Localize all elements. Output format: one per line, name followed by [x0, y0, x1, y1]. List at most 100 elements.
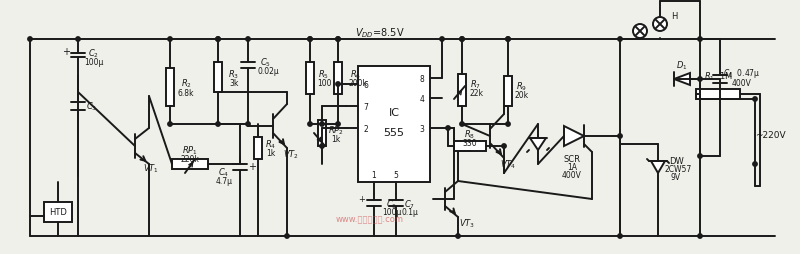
Text: $R_3$: $R_3$	[229, 69, 239, 81]
Text: 1A: 1A	[567, 162, 577, 171]
Circle shape	[698, 38, 702, 42]
Text: $C_7$: $C_7$	[405, 198, 415, 210]
Text: 7: 7	[363, 102, 369, 111]
Bar	[334, 63, 342, 95]
Text: 20k: 20k	[515, 91, 529, 100]
Text: $R_9$: $R_9$	[517, 81, 527, 93]
Text: SCR: SCR	[563, 154, 581, 163]
Bar	[214, 63, 222, 93]
Text: $C_3$: $C_3$	[86, 100, 98, 113]
Text: 555: 555	[383, 128, 405, 137]
Circle shape	[336, 38, 340, 42]
Circle shape	[753, 162, 758, 167]
Text: $VT_3$: $VT_3$	[459, 217, 475, 229]
Text: 400V: 400V	[562, 170, 582, 179]
Text: $C_4$: $C_4$	[218, 166, 230, 179]
Circle shape	[308, 38, 312, 42]
Text: $C_6$: $C_6$	[386, 198, 398, 210]
Polygon shape	[564, 126, 584, 146]
Text: 2CW57: 2CW57	[664, 165, 692, 174]
Circle shape	[246, 38, 250, 42]
Circle shape	[502, 144, 506, 149]
Text: $C_5$: $C_5$	[261, 57, 271, 69]
Text: $R_4$: $R_4$	[266, 138, 277, 151]
Text: 1: 1	[372, 170, 376, 179]
Circle shape	[320, 144, 324, 149]
Text: $VT_4$: $VT_4$	[500, 158, 516, 171]
Text: HTD: HTD	[49, 208, 67, 217]
Circle shape	[698, 234, 702, 238]
Text: $R_2$: $R_2$	[181, 77, 191, 90]
Text: $R_7$: $R_7$	[470, 78, 482, 91]
Polygon shape	[674, 74, 690, 86]
Text: 6: 6	[363, 80, 369, 89]
Text: 100μ: 100μ	[382, 208, 402, 217]
Text: +: +	[358, 195, 366, 204]
Text: www.商务印书馆.com: www.商务印书馆.com	[336, 215, 404, 224]
Circle shape	[653, 18, 667, 32]
Circle shape	[320, 122, 324, 127]
Circle shape	[633, 25, 647, 39]
Text: 8: 8	[420, 74, 424, 83]
Circle shape	[460, 38, 464, 42]
Bar	[696, 90, 740, 100]
Text: 200k: 200k	[349, 79, 367, 88]
Circle shape	[506, 122, 510, 127]
Bar	[44, 202, 72, 222]
Bar	[458, 75, 466, 107]
Text: $VT_1$: $VT_1$	[143, 162, 159, 174]
Polygon shape	[530, 138, 546, 150]
Circle shape	[216, 38, 220, 42]
Text: +: +	[62, 47, 70, 57]
Text: 1k: 1k	[331, 135, 341, 144]
Text: H: H	[671, 11, 677, 20]
Circle shape	[618, 134, 622, 139]
Text: 4.7μ: 4.7μ	[215, 176, 233, 185]
Text: 100: 100	[317, 79, 331, 88]
Text: $R_8$: $R_8$	[465, 128, 475, 141]
Text: 0.02μ: 0.02μ	[257, 67, 279, 76]
Circle shape	[618, 234, 622, 238]
Text: 330: 330	[462, 138, 478, 147]
Circle shape	[246, 122, 250, 127]
Text: $V_{DD}$=8.5V: $V_{DD}$=8.5V	[355, 26, 405, 40]
Text: $VT_2$: $VT_2$	[283, 148, 299, 161]
Text: 3k: 3k	[230, 78, 238, 87]
Text: $C_2$: $C_2$	[89, 47, 99, 60]
Bar	[358, 67, 430, 182]
Circle shape	[460, 122, 464, 127]
Text: DW: DW	[669, 157, 683, 166]
Circle shape	[446, 126, 450, 131]
Circle shape	[336, 38, 340, 42]
Circle shape	[285, 234, 290, 238]
Circle shape	[753, 98, 758, 102]
Circle shape	[168, 38, 172, 42]
Circle shape	[698, 77, 702, 82]
Circle shape	[168, 122, 172, 127]
Circle shape	[308, 122, 312, 127]
Circle shape	[216, 122, 220, 127]
Bar	[318, 121, 326, 146]
Text: 6.8k: 6.8k	[178, 88, 194, 97]
Bar	[172, 159, 208, 169]
Text: $RP_1$: $RP_1$	[182, 144, 198, 157]
Text: 5: 5	[394, 170, 398, 179]
Circle shape	[698, 154, 702, 158]
Text: 22k: 22k	[469, 89, 483, 98]
Bar	[454, 141, 486, 151]
Text: $R_5$: $R_5$	[318, 69, 330, 81]
Text: 0.1μ: 0.1μ	[402, 208, 418, 217]
Text: $R_1$  1M: $R_1$ 1M	[703, 70, 733, 83]
Circle shape	[506, 38, 510, 42]
Text: ~220V: ~220V	[754, 130, 786, 139]
Text: $RP_2$: $RP_2$	[328, 124, 344, 137]
Circle shape	[440, 38, 444, 42]
Circle shape	[456, 234, 460, 238]
Text: 1k: 1k	[266, 148, 276, 157]
Bar	[254, 137, 262, 159]
Bar	[306, 63, 314, 95]
Polygon shape	[651, 161, 665, 173]
Bar	[504, 77, 512, 107]
Text: 2: 2	[364, 124, 368, 133]
Text: 100μ: 100μ	[84, 57, 104, 66]
